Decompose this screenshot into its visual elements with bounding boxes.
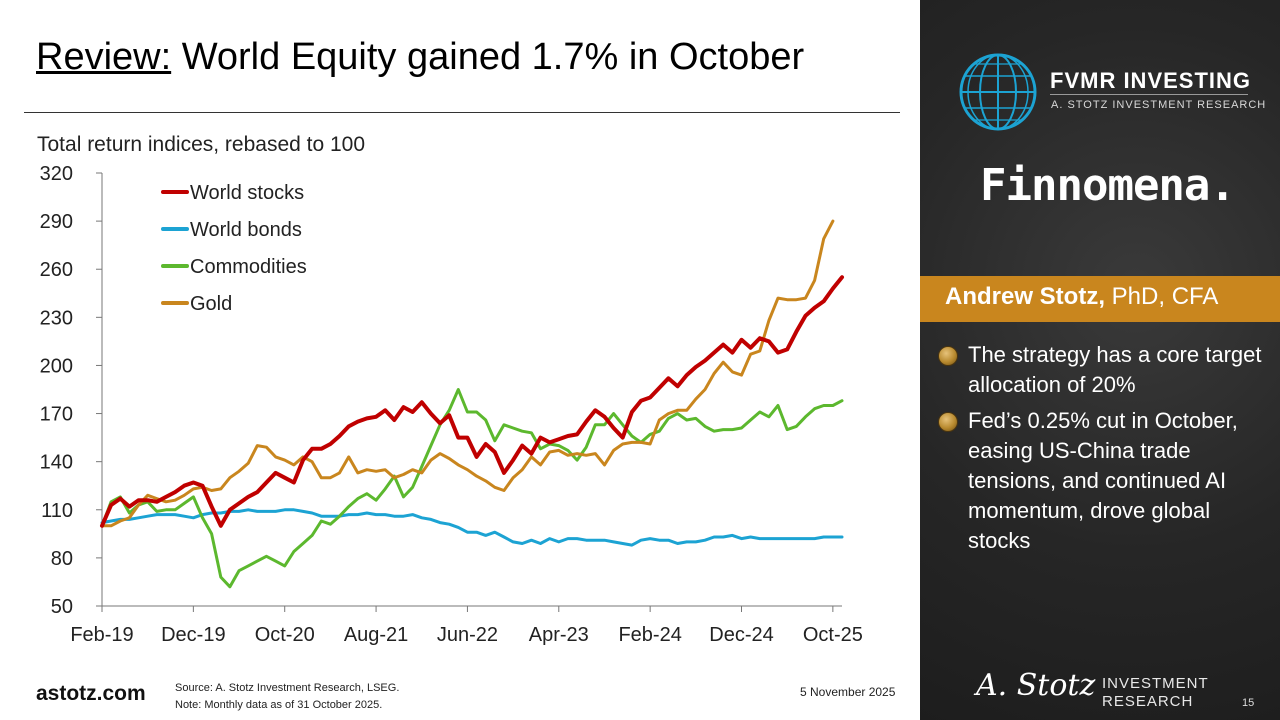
chart-title: Total return indices, rebased to 100 <box>37 133 365 156</box>
y-tick-label: 260 <box>40 259 73 281</box>
globe-icon <box>959 53 1037 131</box>
x-tick-label: Dec-19 <box>161 624 225 646</box>
bullet-coin-icon <box>938 412 958 432</box>
y-tick-label: 170 <box>40 404 73 426</box>
source-note: Source: A. Stotz Investment Research, LS… <box>175 682 400 694</box>
y-tick-label: 290 <box>40 211 73 233</box>
series-line-commodities <box>100 388 844 589</box>
footer-notes: Source: A. Stotz Investment Research, LS… <box>175 680 399 714</box>
x-tick-label: Apr-23 <box>529 624 589 646</box>
series-line-world-stocks <box>100 275 844 528</box>
y-tick-label: 50 <box>51 596 73 618</box>
bullet-coin-icon <box>938 346 958 366</box>
bullet-item: Fed’s 0.25% cut in October, easing US-Ch… <box>938 406 1278 556</box>
footer-date: 5 November 2025 <box>800 685 896 699</box>
line-chart: Total return indices, rebased to 100 50 80… <box>37 133 863 646</box>
x-tick-label: Dec-24 <box>709 624 773 646</box>
legend-label: World bonds <box>190 219 302 241</box>
research-line-1: INVESTMENT <box>1102 675 1209 692</box>
y-tick-label: 230 <box>40 307 73 329</box>
author-name-bold: Andrew Stotz, <box>945 283 1105 310</box>
side-panel: FVMR INVESTING A. STOTZ INVESTMENT RESEA… <box>920 0 1280 720</box>
series-line-world-bonds <box>100 508 844 547</box>
fvmr-divider <box>1050 94 1248 95</box>
finnomena-logo: Finnomena. <box>980 160 1236 211</box>
y-tick-label: 200 <box>40 355 73 377</box>
author-banner <box>920 276 1280 322</box>
bullet-list: The strategy has a core target allocatio… <box>938 340 1278 562</box>
fvmr-logo-subtitle: A. STOTZ INVESTMENT RESEARCH <box>1051 99 1267 111</box>
y-tick-label: 320 <box>40 163 73 185</box>
author-name: Andrew Stotz, PhD, CFA <box>945 283 1218 311</box>
x-tick-label: Feb-24 <box>618 624 681 646</box>
slide-title-prefix: Review: <box>36 36 172 78</box>
y-tick-label: 110 <box>41 500 73 522</box>
x-tick-label: Feb-19 <box>70 624 133 646</box>
title-divider <box>24 112 900 113</box>
footer-brand[interactable]: astotz.com <box>36 682 146 705</box>
x-tick-label: Oct-25 <box>803 624 863 646</box>
x-tick-label: Oct-20 <box>255 624 315 646</box>
author-credentials: PhD, CFA <box>1105 283 1219 310</box>
bullet-text: Fed’s 0.25% cut in October, easing US-Ch… <box>968 408 1238 553</box>
slide-title-text: World Equity gained 1.7% in October <box>171 36 805 78</box>
slide-title: Review: World Equity gained 1.7% in Octo… <box>36 36 804 79</box>
bullet-item: The strategy has a core target allocatio… <box>938 340 1278 400</box>
page-number: 15 <box>1242 697 1255 709</box>
signature-logo: A. Stotz <box>976 668 1096 703</box>
x-tick-label: Aug-21 <box>344 624 409 646</box>
legend-label: Gold <box>190 293 232 315</box>
y-tick-label: 80 <box>51 548 73 570</box>
legend-label: World stocks <box>190 182 304 204</box>
fvmr-logo-text: FVMR INVESTING <box>1050 68 1252 93</box>
y-tick-label: 140 <box>40 452 73 474</box>
investment-research-logo: INVESTMENT RESEARCH <box>1102 675 1209 711</box>
series-line-gold <box>100 219 835 528</box>
research-line-2: RESEARCH <box>1102 693 1194 710</box>
x-tick-label: Jun-22 <box>437 624 498 646</box>
legend-label: Commodities <box>190 256 307 278</box>
data-note: Note: Monthly data as of 31 October 2025… <box>175 699 383 711</box>
bullet-text: The strategy has a core target allocatio… <box>968 342 1262 397</box>
